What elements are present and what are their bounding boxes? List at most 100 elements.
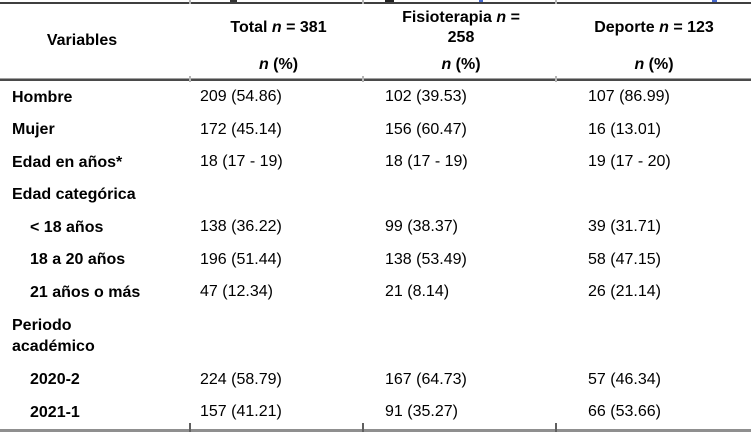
column-title: Fisioterapia n = 258 — [365, 4, 557, 52]
column-header-variables: Variables — [0, 4, 192, 78]
column-border-tick — [555, 423, 557, 432]
total-value-cell: 209 (54.86) — [200, 88, 282, 106]
total-value-cell: 196 (51.44) — [200, 250, 282, 268]
column-border-tick — [555, 0, 557, 4]
row-label-cell: 2021-1 — [0, 402, 192, 423]
table-row: 2020-2 224 (58.79) 167 (64.73) 57 (46.34… — [0, 364, 751, 397]
table-row: Mujer 172 (45.14) 156 (60.47) 16 (13.01) — [0, 114, 751, 147]
n-symbol: n — [258, 56, 269, 73]
column-header-group: Deporte n = 123 n (%) — [557, 4, 751, 78]
header-divider-rule — [0, 78, 751, 81]
n-symbol: n — [496, 9, 507, 26]
column-subheader: n (%) — [365, 52, 557, 78]
table-bottom-rule — [0, 429, 751, 432]
row-label: 2020-2 — [30, 371, 80, 389]
column-title: Deporte n = 123 — [557, 4, 751, 52]
deporte-value-cell: 26 (21.14) — [588, 283, 661, 301]
row-label-cell: Mujer — [0, 119, 192, 140]
row-label: 2021-1 — [30, 403, 80, 421]
percent-label: (%) — [273, 56, 299, 73]
row-label-cell: Hombre — [0, 87, 192, 108]
row-label: 18 a 20 años — [30, 251, 126, 269]
table-row: 2021-1 157 (41.21) 91 (35.27) 66 (53.66) — [0, 396, 751, 429]
percent-label: (%) — [455, 56, 481, 73]
column-n-value: = 258 — [447, 9, 520, 46]
deporte-value-cell: 57 (46.34) — [588, 370, 661, 388]
table-top-rule — [0, 2, 751, 4]
table-row: Edad en años* 18 (17 - 19) 18 (17 - 19) … — [0, 146, 751, 179]
column-border-tick — [189, 76, 191, 82]
fisioterapia-value-cell: 21 (8.14) — [385, 283, 450, 301]
fisioterapia-value-cell: 138 (53.49) — [385, 250, 467, 268]
column-n-value: = 381 — [286, 19, 327, 36]
fisioterapia-value-cell: 167 (64.73) — [385, 370, 467, 388]
table-row: 18 a 20 años 196 (51.44) 138 (53.49) 58 … — [0, 244, 751, 277]
n-symbol: n — [271, 19, 282, 36]
caption-fragment — [479, 0, 483, 2]
deporte-value-cell: 66 (53.66) — [588, 403, 661, 421]
row-label-cell: Periodo académico — [0, 315, 192, 357]
fisioterapia-value-cell: 102 (39.53) — [385, 88, 467, 106]
deporte-value-cell: 16 (13.01) — [588, 120, 661, 138]
total-value-cell: 138 (36.22) — [200, 218, 282, 236]
deporte-value-cell: 107 (86.99) — [588, 88, 670, 106]
fisioterapia-value-cell: 18 (17 - 19) — [385, 153, 468, 171]
n-symbol: n — [659, 19, 669, 36]
fisioterapia-value-cell: 99 (38.37) — [385, 218, 458, 236]
n-symbol: n — [634, 56, 645, 73]
fisioterapia-value-cell: 156 (60.47) — [385, 120, 467, 138]
row-label: Mujer — [12, 121, 55, 139]
caption-fragment — [712, 0, 717, 2]
row-label-cell: Edad en años* — [0, 152, 192, 173]
row-label: 21 años o más — [30, 283, 141, 301]
table-header: Variables Total n = 381 n (%) Fisioterap… — [0, 4, 751, 78]
deporte-value-cell: 39 (31.71) — [588, 218, 661, 236]
caption-fragment — [385, 0, 394, 2]
column-border-tick — [362, 0, 364, 4]
total-value-cell: 18 (17 - 19) — [200, 153, 283, 171]
column-title-text: Total — [230, 19, 268, 36]
clipped-caption-remnant — [0, 0, 751, 2]
row-label: < 18 años — [30, 218, 104, 236]
fisioterapia-value-cell: 91 (35.27) — [385, 403, 458, 421]
row-label-cell: 21 años o más — [0, 282, 192, 303]
caption-fragment — [230, 0, 237, 2]
column-border-tick — [189, 0, 191, 4]
column-border-tick — [555, 76, 557, 82]
deporte-value-cell: 19 (17 - 20) — [588, 153, 671, 171]
table-row: 21 años o más 47 (12.34) 21 (8.14) 26 (2… — [0, 276, 751, 309]
column-n-value: = 123 — [673, 19, 714, 36]
table-row: Hombre 209 (54.86) 102 (39.53) 107 (86.9… — [0, 81, 751, 114]
table-row: Edad categórica — [0, 179, 751, 212]
row-label-cell: < 18 años — [0, 217, 192, 238]
column-title-text: Deporte — [594, 19, 655, 36]
deporte-value-cell: 58 (47.15) — [588, 250, 661, 268]
total-value-cell: 172 (45.14) — [200, 120, 282, 138]
variables-label: Variables — [46, 32, 118, 49]
column-border-tick — [189, 423, 191, 432]
column-header-group: Total n = 381 n (%) — [192, 4, 365, 78]
column-title: Total n = 381 — [192, 4, 365, 52]
column-header-group: Fisioterapia n = 258 n (%) — [365, 4, 557, 78]
table-body: Hombre 209 (54.86) 102 (39.53) 107 (86.9… — [0, 81, 751, 429]
percent-label: (%) — [648, 56, 674, 73]
row-label-cell: Edad categórica — [0, 184, 192, 205]
column-border-tick — [362, 423, 364, 432]
row-label: Periodo académico — [12, 317, 95, 355]
table-row: < 18 años 138 (36.22) 99 (38.37) 39 (31.… — [0, 211, 751, 244]
column-title-text: Fisioterapia — [402, 9, 492, 26]
row-label: Edad categórica — [12, 186, 136, 204]
row-label-cell: 2020-2 — [0, 369, 192, 390]
table-row: Periodo académico — [0, 309, 751, 364]
total-value-cell: 224 (58.79) — [200, 370, 282, 388]
total-value-cell: 157 (41.21) — [200, 403, 282, 421]
column-border-tick — [362, 76, 364, 82]
row-label-cell: 18 a 20 años — [0, 249, 192, 270]
column-subheader: n (%) — [557, 52, 751, 78]
row-label: Hombre — [12, 88, 73, 106]
n-symbol: n — [441, 56, 452, 73]
total-value-cell: 47 (12.34) — [200, 283, 273, 301]
row-label: Edad en años* — [12, 153, 123, 171]
column-subheader: n (%) — [192, 52, 365, 78]
